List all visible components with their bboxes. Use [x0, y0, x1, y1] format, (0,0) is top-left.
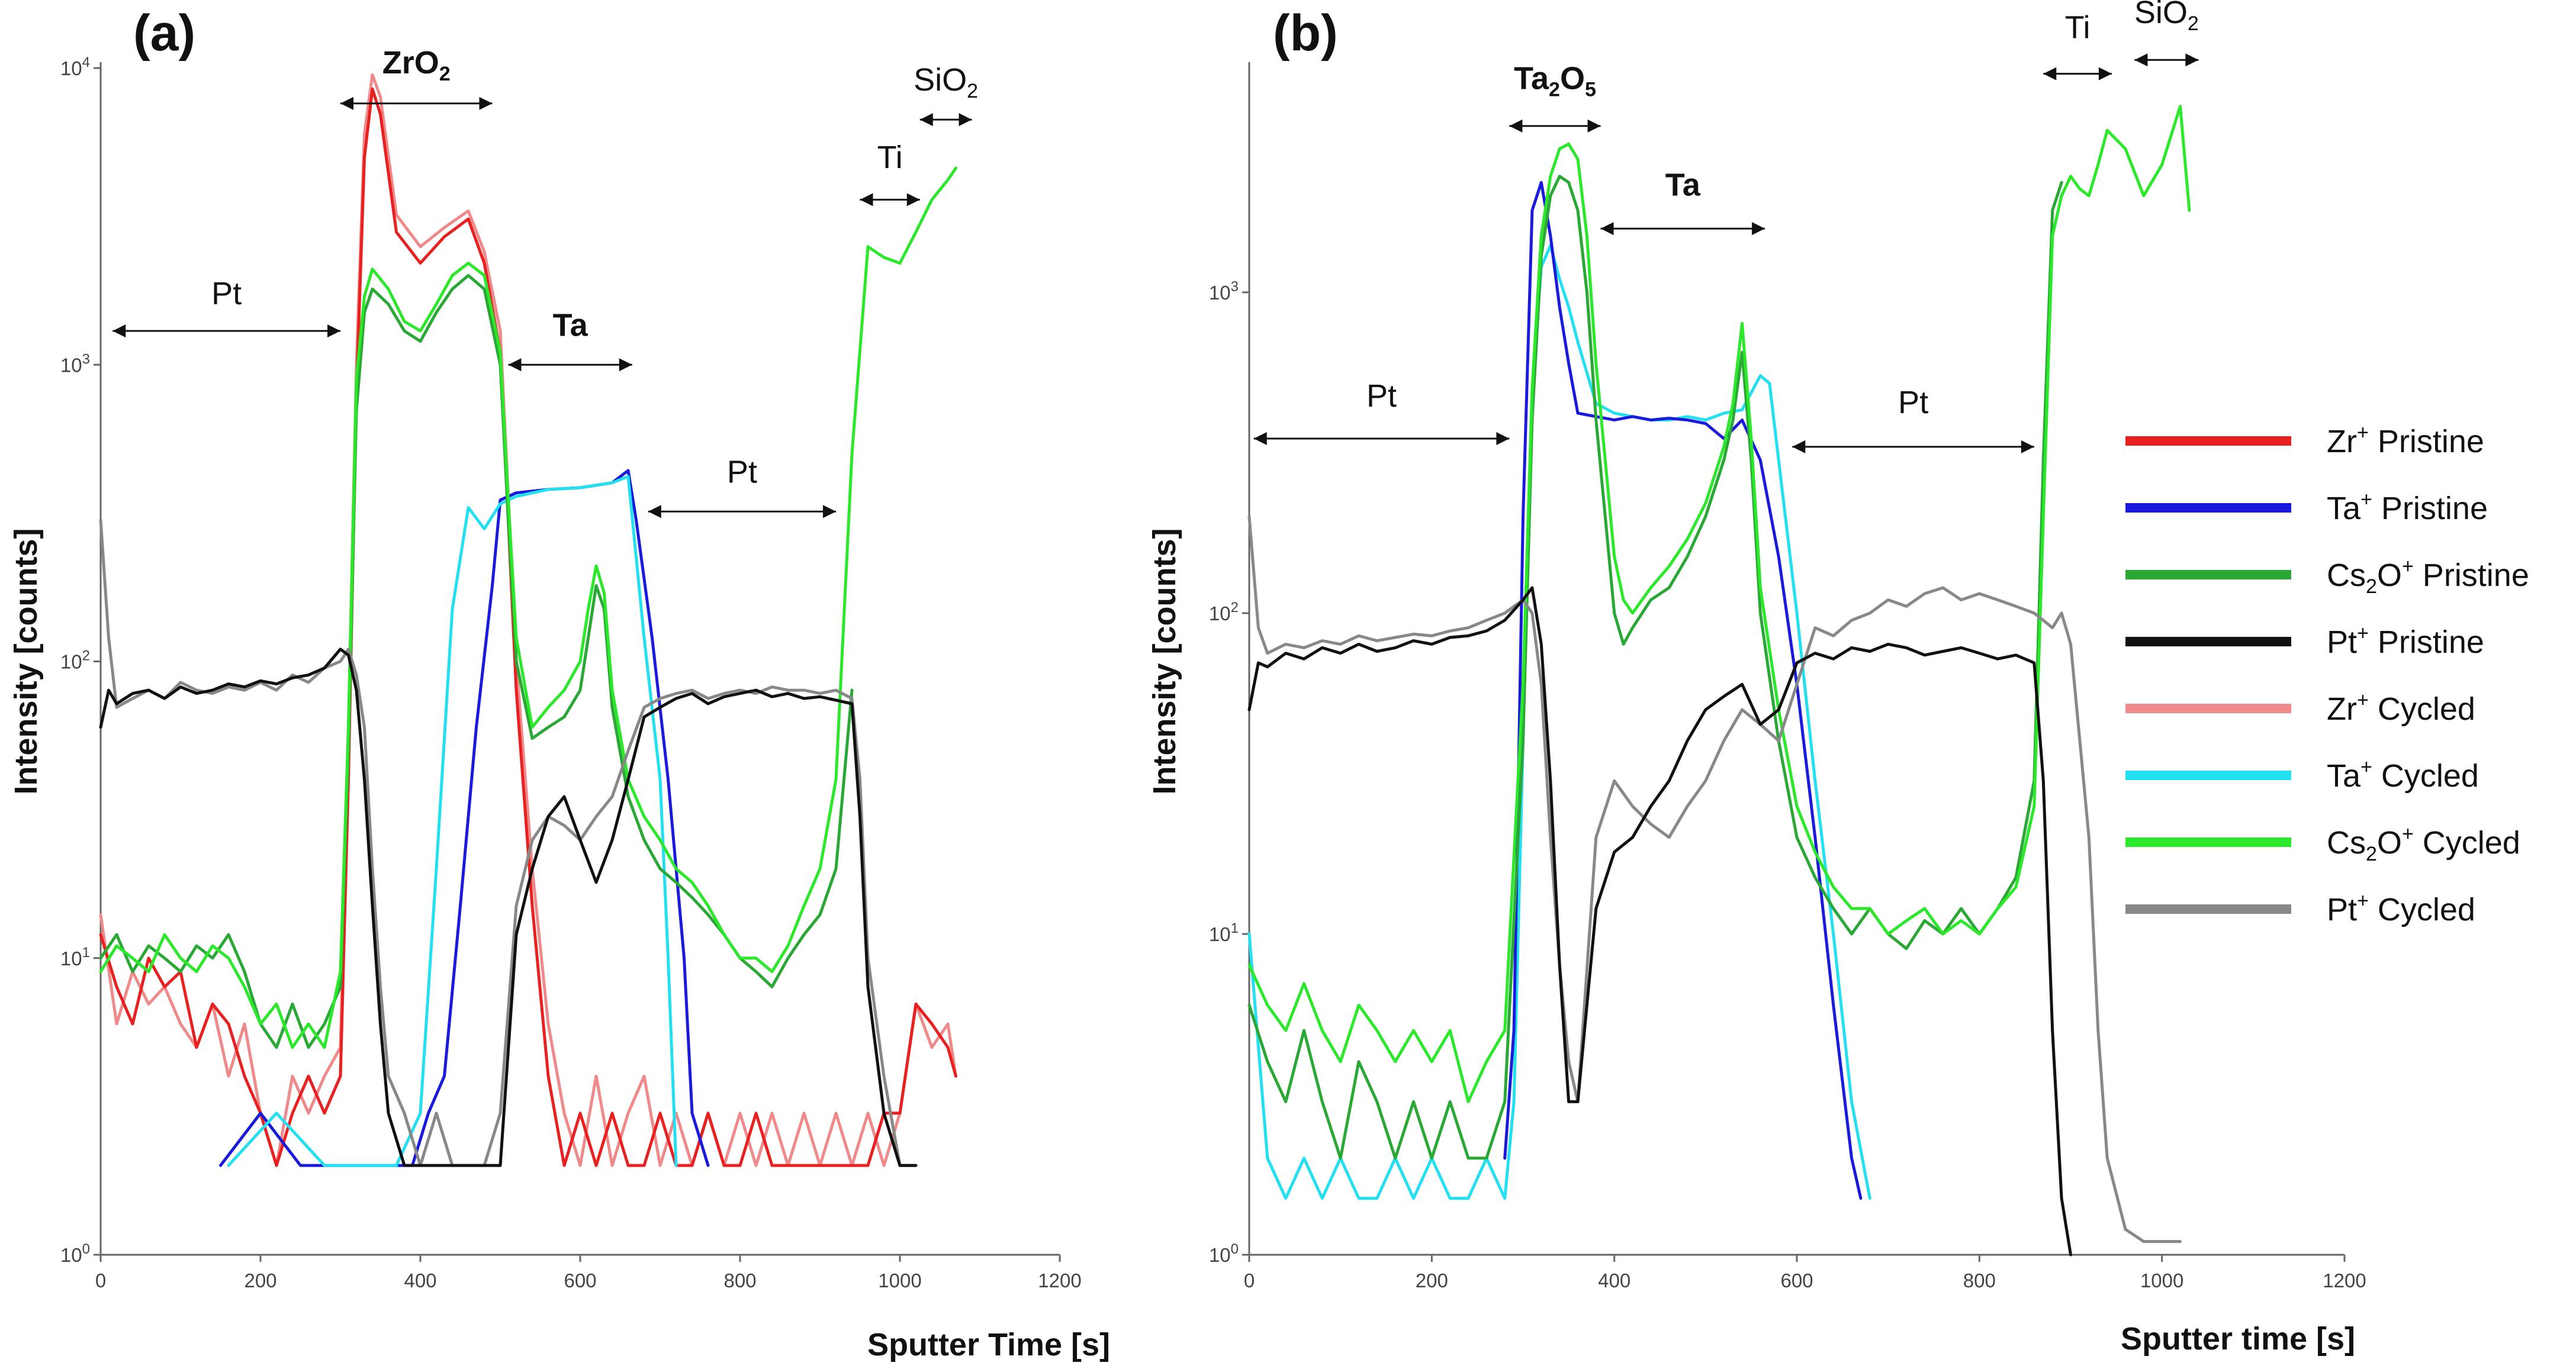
x-tick-label: 400	[1598, 1270, 1630, 1291]
legend-label: Pt+ Pristine	[2327, 622, 2484, 660]
series-line	[99, 73, 957, 1167]
panel-label: (a)	[133, 5, 195, 62]
annotation-label: SiO2	[914, 62, 978, 102]
annotation-label: Pt	[1366, 378, 1397, 414]
panel-label: (b)	[1273, 5, 1338, 62]
series-line	[1247, 586, 2072, 1257]
x-tick-label: 600	[1780, 1270, 1813, 1291]
y-tick-label: 102	[1209, 600, 1239, 624]
annotation-arrowhead-right	[906, 193, 920, 207]
series-line	[99, 166, 957, 1049]
annotation-label: Pt	[211, 276, 242, 311]
panel-b: 0 200 400 600 800 1000 1200 100 101 102 103 Intensi…	[1147, 0, 2366, 1357]
annotation-arrowhead-left	[1253, 432, 1267, 446]
annotation-arrowhead-right	[2098, 67, 2112, 80]
annotation-arrowhead-right	[619, 358, 632, 372]
x-tick-label: 1000	[2140, 1270, 2183, 1291]
legend-label: Cs2O+ Cycled	[2327, 823, 2520, 865]
legend: Zr+ Pristine Ta+ Pristine Cs2O+ Pristine Pt…	[2125, 421, 2529, 927]
x-tick-label: 0	[1244, 1270, 1255, 1291]
series-line	[1503, 181, 1863, 1200]
y-tick-label: 100	[1209, 1241, 1239, 1266]
y-tick-label: 101	[1209, 920, 1239, 945]
y-tick-label: 103	[60, 351, 90, 376]
annotation-arrowhead-right	[2021, 440, 2034, 453]
series-line	[99, 648, 918, 1167]
annotation-arrowhead-left	[112, 324, 126, 338]
annotation-label: Ti	[2065, 9, 2091, 45]
annotation-arrowhead-left	[919, 113, 933, 127]
y-tick-label: 103	[1209, 279, 1239, 304]
x-tick-label: 200	[244, 1270, 276, 1291]
panel-a: 0 200 400 600 800 1000 1200 100 101 102 103 104 Inte…	[8, 5, 1110, 1362]
legend-label: Cs2O+ Pristine	[2327, 555, 2529, 598]
x-tick-label: 0	[95, 1270, 106, 1291]
y-axis-title: Intensity [counts]	[8, 528, 44, 794]
annotation-arrowhead-right	[1587, 119, 1601, 133]
y-tick-label: 101	[60, 945, 90, 969]
series-line	[1247, 175, 2063, 1160]
series-line	[99, 87, 957, 1167]
annotation-arrowhead-left	[1509, 119, 1523, 133]
series-line	[99, 273, 854, 1049]
y-tick-label: 100	[60, 1241, 90, 1266]
x-tick-label: 1200	[1038, 1270, 1081, 1291]
annotation-label: ZrO2	[382, 45, 451, 85]
annotation-label: Ta2O5	[1514, 61, 1596, 101]
series-line	[1247, 105, 2191, 1103]
x-tick-label: 200	[1416, 1270, 1448, 1291]
annotation-label: Ti	[877, 140, 903, 175]
annotation-arrowhead-right	[1752, 222, 1765, 236]
y-tick-label: 102	[60, 648, 90, 673]
annotation-label: Pt	[727, 455, 757, 490]
series-line	[227, 475, 678, 1167]
legend-label: Ta+ Cycled	[2327, 756, 2479, 794]
annotation-arrowhead-left	[340, 96, 353, 110]
annotation-arrowhead-right	[823, 505, 836, 518]
annotation-label: Pt	[1898, 385, 1928, 420]
x-tick-label: 800	[723, 1270, 756, 1291]
annotation-arrowhead-right	[2185, 53, 2199, 67]
legend-label: Zr+ Pristine	[2327, 421, 2484, 459]
annotation-label: Ta	[553, 308, 588, 343]
x-axis-title: Sputter time [s]	[2121, 1321, 2355, 1357]
annotation-label: Ta	[1665, 167, 1701, 203]
x-tick-label: 1000	[878, 1270, 921, 1291]
annotation-arrowhead-left	[2134, 53, 2148, 67]
x-tick-label: 800	[1963, 1270, 1996, 1291]
annotation-arrowhead-right	[959, 113, 972, 127]
annotation-arrowhead-right	[327, 324, 340, 338]
x-tick-label: 1200	[2323, 1270, 2366, 1291]
series-line	[1247, 515, 2182, 1244]
annotation-arrowhead-left	[1792, 440, 1806, 453]
annotation-label: SiO2	[2134, 0, 2199, 35]
x-tick-label: 400	[404, 1270, 436, 1291]
y-axis-title: Intensity [counts]	[1147, 528, 1182, 794]
x-tick-label: 600	[564, 1270, 596, 1291]
annotation-arrowhead-left	[1600, 222, 1614, 236]
annotation-arrowhead-right	[1496, 432, 1510, 446]
legend-label: Pt+ Cycled	[2327, 890, 2475, 927]
annotation-arrowhead-left	[508, 358, 522, 372]
annotation-arrowhead-left	[648, 505, 661, 518]
annotation-arrowhead-left	[860, 193, 873, 207]
legend-label: Ta+ Pristine	[2327, 488, 2488, 526]
legend-label: Zr+ Cycled	[2327, 689, 2475, 727]
annotation-arrowhead-right	[479, 96, 493, 110]
annotation-arrowhead-left	[2043, 67, 2057, 80]
x-axis-title: Sputter Time [s]	[867, 1327, 1110, 1362]
y-tick-label: 104	[60, 54, 90, 79]
